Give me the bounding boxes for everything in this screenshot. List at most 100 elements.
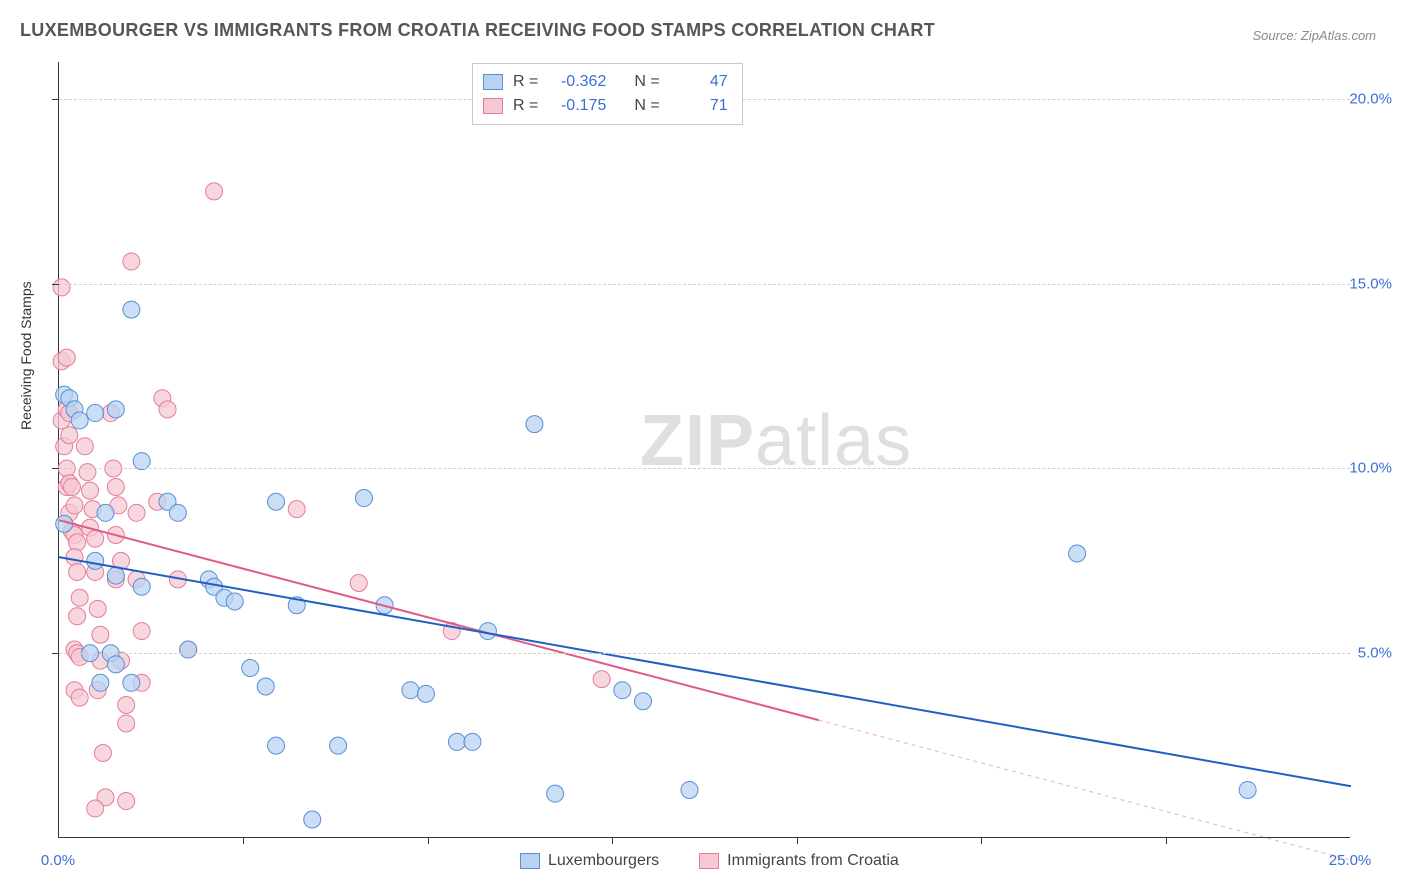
- data-point: [448, 733, 465, 750]
- data-point: [69, 563, 86, 580]
- data-point: [268, 737, 285, 754]
- data-point: [79, 464, 96, 481]
- x-tick-mark: [797, 837, 798, 844]
- legend-label-croatia: Immigrants from Croatia: [727, 852, 899, 870]
- data-point: [350, 575, 367, 592]
- data-point: [66, 549, 83, 566]
- trend-line: [59, 520, 819, 720]
- x-tick-label: 0.0%: [41, 852, 75, 869]
- trend-line-extrapolated: [819, 720, 1351, 860]
- y-tick-label: 10.0%: [1349, 460, 1392, 477]
- data-point: [92, 674, 109, 691]
- data-point: [123, 674, 140, 691]
- data-point: [71, 589, 88, 606]
- data-point: [58, 349, 75, 366]
- data-point: [206, 183, 223, 200]
- r-label: R =: [513, 94, 538, 118]
- n-label: N =: [634, 94, 659, 118]
- gridline: [59, 284, 1350, 285]
- data-point: [330, 737, 347, 754]
- data-point: [133, 623, 150, 640]
- legend-label-luxembourgers: Luxembourgers: [548, 852, 659, 870]
- data-point: [1239, 781, 1256, 798]
- data-point: [128, 504, 145, 521]
- data-point: [69, 534, 86, 551]
- data-point: [82, 482, 99, 499]
- data-point: [169, 504, 186, 521]
- data-point: [547, 785, 564, 802]
- data-point: [118, 696, 135, 713]
- data-point: [614, 682, 631, 699]
- data-point: [89, 600, 106, 617]
- x-tick-mark: [243, 837, 244, 844]
- data-point: [257, 678, 274, 695]
- n-value-luxembourgers: 47: [670, 70, 728, 94]
- swatch-luxembourgers: [520, 853, 540, 869]
- legend-item-croatia: Immigrants from Croatia: [699, 852, 899, 870]
- data-point: [71, 689, 88, 706]
- data-point: [226, 593, 243, 610]
- r-label: R =: [513, 70, 538, 94]
- data-point: [242, 660, 259, 677]
- y-tick-label: 20.0%: [1349, 90, 1392, 107]
- x-tick-label: 25.0%: [1329, 852, 1372, 869]
- data-point: [87, 552, 104, 569]
- data-point: [123, 301, 140, 318]
- data-point: [87, 405, 104, 422]
- n-label: N =: [634, 70, 659, 94]
- bottom-legend: Luxembourgers Immigrants from Croatia: [520, 852, 899, 870]
- data-point: [681, 781, 698, 798]
- data-point: [304, 811, 321, 828]
- stats-row-croatia: R = -0.175 N = 71: [483, 94, 728, 118]
- stats-legend: R = -0.362 N = 47 R = -0.175 N = 71: [472, 63, 743, 125]
- data-point: [402, 682, 419, 699]
- data-point: [159, 401, 176, 418]
- x-tick-mark: [428, 837, 429, 844]
- swatch-luxembourgers: [483, 74, 503, 90]
- data-point: [69, 608, 86, 625]
- y-tick-mark: [52, 653, 59, 654]
- data-point: [53, 279, 70, 296]
- data-point: [107, 567, 124, 584]
- scatter-svg: [59, 62, 1350, 837]
- data-point: [180, 641, 197, 658]
- data-point: [92, 626, 109, 643]
- x-tick-mark: [612, 837, 613, 844]
- data-point: [288, 501, 305, 518]
- data-point: [464, 733, 481, 750]
- gridline: [59, 653, 1350, 654]
- data-point: [634, 693, 651, 710]
- y-tick-label: 15.0%: [1349, 275, 1392, 292]
- data-point: [417, 685, 434, 702]
- data-point: [63, 478, 80, 495]
- n-value-croatia: 71: [670, 94, 728, 118]
- data-point: [118, 715, 135, 732]
- y-tick-mark: [52, 99, 59, 100]
- data-point: [593, 671, 610, 688]
- data-point: [94, 745, 111, 762]
- y-tick-mark: [52, 468, 59, 469]
- data-point: [526, 416, 543, 433]
- data-point: [76, 438, 93, 455]
- data-point: [355, 490, 372, 507]
- stats-row-luxembourgers: R = -0.362 N = 47: [483, 70, 728, 94]
- plot-area: [58, 62, 1350, 838]
- y-axis-label: Receiving Food Stamps: [18, 281, 34, 430]
- x-tick-mark: [1166, 837, 1167, 844]
- data-point: [107, 656, 124, 673]
- r-value-luxembourgers: -0.362: [548, 70, 606, 94]
- swatch-croatia: [483, 98, 503, 114]
- data-point: [268, 493, 285, 510]
- gridline: [59, 468, 1350, 469]
- data-point: [97, 504, 114, 521]
- data-point: [1069, 545, 1086, 562]
- data-point: [107, 478, 124, 495]
- swatch-croatia: [699, 853, 719, 869]
- data-point: [66, 497, 83, 514]
- data-point: [107, 401, 124, 418]
- data-point: [118, 793, 135, 810]
- data-point: [71, 412, 88, 429]
- data-point: [87, 800, 104, 817]
- y-tick-mark: [52, 284, 59, 285]
- chart-title: LUXEMBOURGER VS IMMIGRANTS FROM CROATIA …: [20, 20, 935, 41]
